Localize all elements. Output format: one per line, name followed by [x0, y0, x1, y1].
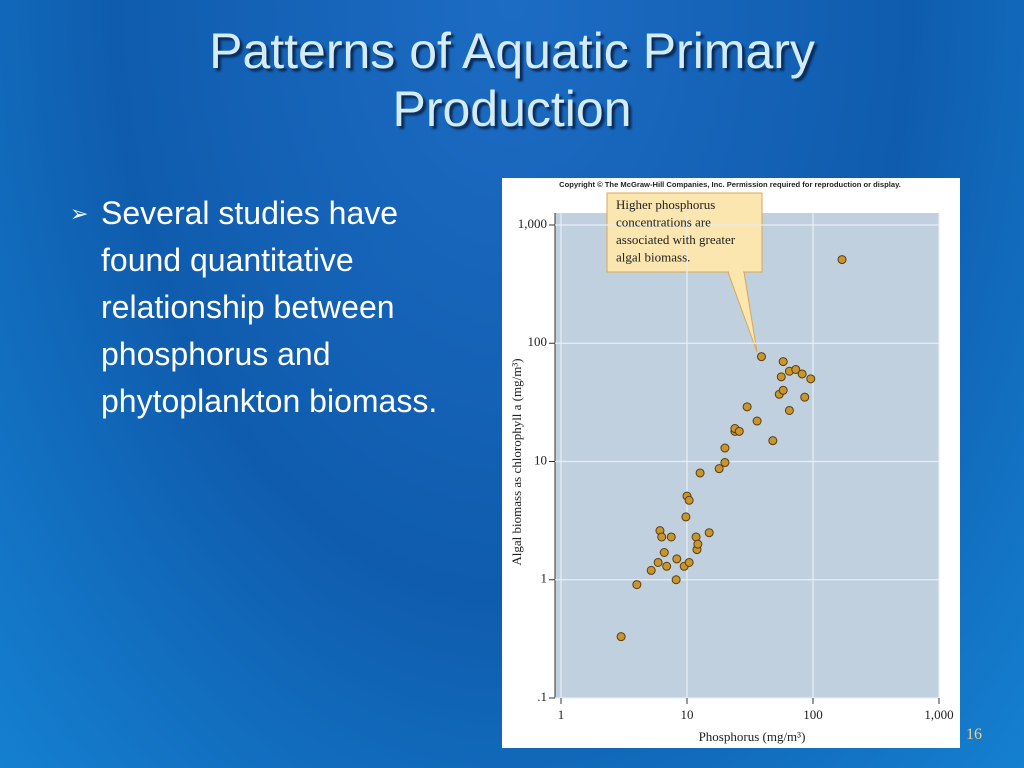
point: [632, 580, 642, 590]
x-tick-label: 100: [803, 707, 823, 722]
point: [646, 565, 656, 575]
y-tick-label: 1: [541, 571, 548, 586]
point: [671, 575, 681, 585]
annotation-line: concentrations are: [616, 214, 711, 229]
point: [742, 402, 752, 412]
point: [806, 374, 816, 384]
point: [776, 372, 786, 382]
point: [791, 364, 801, 374]
y-tick-label: 10: [534, 452, 547, 467]
point: [720, 458, 730, 468]
slide-number: 16: [966, 726, 982, 743]
point: [666, 532, 676, 542]
x-tick-label: 1,000: [924, 707, 953, 722]
point: [720, 443, 730, 453]
annotation-line: Higher phosphorus: [616, 197, 715, 212]
point: [768, 436, 778, 446]
annotation-line: associated with greater: [616, 232, 736, 247]
point: [659, 547, 669, 557]
bullet-mark: ➢: [70, 201, 89, 226]
point: [756, 352, 766, 362]
y-axis-label: Algal biomass as chlorophyll a (mg/m³): [509, 358, 524, 565]
point: [714, 464, 724, 474]
plot-area: [555, 213, 939, 698]
callout-box: [606, 192, 763, 273]
point: [657, 532, 667, 542]
point: [662, 561, 672, 571]
point: [778, 357, 788, 367]
point: [684, 557, 694, 567]
y-tick-label: 1,000: [518, 216, 547, 231]
point: [672, 554, 682, 564]
point: [778, 385, 788, 395]
point: [734, 426, 744, 436]
bullet-text: Several studies have found quantitative …: [101, 195, 438, 419]
slide-title: Patterns of Aquatic Primary Production: [209, 23, 815, 137]
point: [800, 392, 810, 402]
point: [684, 495, 694, 505]
point: [837, 255, 847, 265]
point: [797, 369, 807, 379]
point: [693, 539, 703, 549]
point: [752, 416, 762, 426]
y-tick-label: 100: [528, 334, 548, 349]
x-tick-label: 10: [681, 707, 694, 722]
point: [653, 557, 663, 567]
point: [681, 512, 691, 522]
point: [616, 632, 626, 642]
copyright: Copyright © The McGraw-Hill Companies, I…: [559, 180, 901, 189]
x-axis-label: Phosphorus (mg/m³): [699, 729, 806, 744]
point: [704, 528, 714, 538]
x-tick-label: 1: [558, 707, 565, 722]
y-tick-label: .1: [537, 689, 547, 704]
annotation-line: algal biomass.: [616, 249, 690, 264]
point: [784, 405, 794, 415]
point: [695, 468, 705, 478]
